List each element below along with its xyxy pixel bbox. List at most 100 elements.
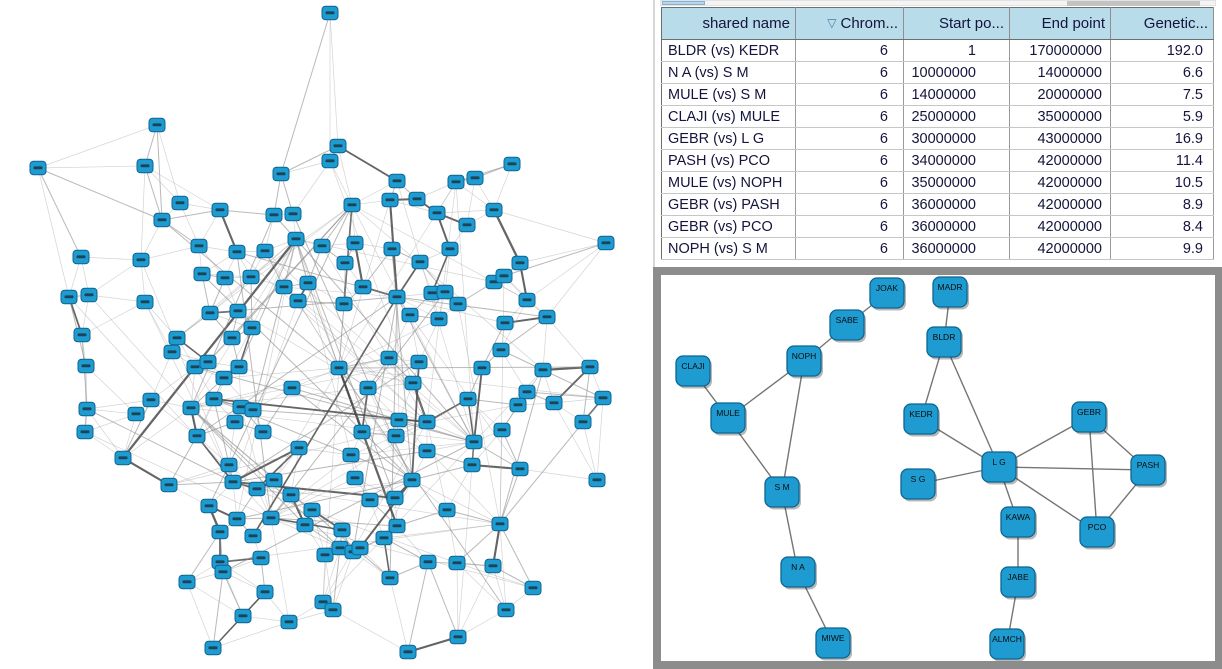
graph-node[interactable] bbox=[254, 424, 272, 440]
graph-edge[interactable] bbox=[88, 294, 192, 409]
graph-edge[interactable] bbox=[186, 581, 214, 649]
graph-node[interactable] bbox=[182, 400, 200, 416]
graph-edge[interactable] bbox=[411, 479, 501, 525]
graph-node[interactable] bbox=[524, 580, 542, 596]
graph-node[interactable] bbox=[346, 235, 364, 251]
graph-edge[interactable] bbox=[582, 421, 598, 481]
graph-node[interactable] bbox=[493, 422, 511, 438]
graph-node[interactable] bbox=[418, 414, 436, 430]
graph-node[interactable] bbox=[386, 490, 404, 506]
graph-node[interactable] bbox=[518, 292, 536, 308]
graph-edge[interactable] bbox=[122, 413, 137, 459]
table-cell[interactable]: 36000000 bbox=[903, 193, 1010, 216]
table-cell[interactable]: 36000000 bbox=[903, 215, 1010, 238]
graph-node[interactable] bbox=[242, 269, 260, 285]
detail-node-s-m[interactable]: S M bbox=[764, 476, 801, 510]
graph-edge[interactable] bbox=[492, 209, 522, 264]
graph-edge[interactable] bbox=[546, 242, 607, 318]
graph-edge[interactable] bbox=[295, 238, 352, 456]
graph-edge[interactable] bbox=[37, 165, 146, 169]
graph-edge[interactable] bbox=[457, 441, 475, 638]
table-cell[interactable]: 34000000 bbox=[903, 149, 1010, 172]
graph-node[interactable] bbox=[190, 238, 208, 254]
main-network-panel[interactable] bbox=[0, 0, 655, 669]
graph-edge[interactable] bbox=[156, 124, 163, 221]
graph-edge[interactable] bbox=[222, 441, 475, 573]
table-cell[interactable]: 170000000 bbox=[1009, 39, 1111, 62]
table-cell[interactable]: 6 bbox=[795, 105, 904, 128]
graph-node[interactable] bbox=[214, 564, 232, 580]
graph-node[interactable] bbox=[283, 380, 301, 396]
graph-edge[interactable] bbox=[144, 301, 234, 483]
graph-node[interactable] bbox=[436, 284, 454, 300]
graph-edge[interactable] bbox=[140, 245, 200, 261]
graph-node[interactable] bbox=[73, 327, 91, 343]
graph-edge[interactable] bbox=[391, 248, 413, 481]
table-row[interactable]: MULE (vs) NOPH 6 35000000 42000000 10.5 bbox=[661, 171, 1214, 194]
table-cell[interactable]: GEBR (vs) L G bbox=[661, 127, 796, 150]
detail-node-pash[interactable]: PASH bbox=[1130, 454, 1167, 488]
table-cell[interactable]: 35000000 bbox=[903, 171, 1010, 194]
graph-edge[interactable] bbox=[250, 276, 253, 329]
graph-node[interactable] bbox=[353, 424, 371, 440]
graph-node[interactable] bbox=[248, 481, 266, 497]
graph-node[interactable] bbox=[381, 192, 399, 208]
detail-network-view[interactable]: JOAK SABE NOPH CLAJI MULE S M N A MIWE MADR BLDR K… bbox=[661, 275, 1215, 661]
graph-edge[interactable] bbox=[338, 367, 604, 399]
detail-node-s-g[interactable]: S G bbox=[900, 468, 937, 502]
graph-edge[interactable] bbox=[37, 167, 82, 258]
graph-node[interactable] bbox=[329, 138, 347, 154]
graph-node[interactable] bbox=[335, 296, 353, 312]
graph-edge[interactable] bbox=[176, 238, 297, 339]
graph-edge[interactable] bbox=[338, 318, 440, 369]
graph-node[interactable] bbox=[518, 384, 536, 400]
graph-node[interactable] bbox=[388, 289, 406, 305]
graph-edge[interactable] bbox=[322, 367, 340, 603]
table-cell[interactable]: 20000000 bbox=[1009, 83, 1111, 106]
graph-node[interactable] bbox=[204, 640, 222, 656]
graph-node[interactable] bbox=[78, 401, 96, 417]
graph-edge[interactable] bbox=[338, 367, 414, 384]
graph-edge[interactable] bbox=[84, 431, 272, 519]
graph-node[interactable] bbox=[380, 350, 398, 366]
graph-node[interactable] bbox=[447, 174, 465, 190]
table-cell[interactable]: 25000000 bbox=[903, 105, 1010, 128]
graph-edge[interactable] bbox=[291, 387, 413, 481]
graph-node[interactable] bbox=[114, 450, 132, 466]
graph-edge[interactable] bbox=[519, 242, 607, 264]
graph-node[interactable] bbox=[142, 392, 160, 408]
graph-node[interactable] bbox=[342, 447, 360, 463]
graph-edge[interactable] bbox=[222, 571, 244, 617]
graph-node[interactable] bbox=[495, 268, 513, 284]
detail-node-miwe[interactable]: MIWE bbox=[815, 627, 852, 661]
graph-node[interactable] bbox=[441, 241, 459, 257]
graph-edge[interactable] bbox=[519, 468, 598, 481]
graph-edge[interactable] bbox=[383, 523, 501, 539]
graph-node[interactable] bbox=[458, 217, 476, 233]
graph-node[interactable] bbox=[324, 602, 342, 618]
graph-edge[interactable] bbox=[457, 303, 501, 525]
detail-node-almch[interactable]: ALMCH bbox=[989, 628, 1026, 661]
table-cell[interactable]: GEBR (vs) PCO bbox=[661, 215, 796, 238]
graph-edge[interactable] bbox=[283, 286, 475, 443]
graph-edge[interactable] bbox=[332, 609, 409, 653]
table-cell[interactable]: GEBR (vs) PASH bbox=[661, 193, 796, 216]
graph-node[interactable] bbox=[465, 434, 483, 450]
graph-node[interactable] bbox=[252, 550, 270, 566]
table-cell[interactable]: 14000000 bbox=[903, 83, 1010, 106]
graph-edge[interactable] bbox=[338, 366, 591, 369]
table-row[interactable]: BLDR (vs) KEDR 6 1 170000000 192.0 bbox=[661, 39, 1214, 62]
graph-node[interactable] bbox=[289, 293, 307, 309]
graph-edge[interactable] bbox=[781, 360, 805, 493]
graph-node[interactable] bbox=[399, 644, 417, 660]
graph-node[interactable] bbox=[545, 395, 563, 411]
table-cell[interactable]: 6 bbox=[795, 127, 904, 150]
graph-node[interactable] bbox=[588, 472, 606, 488]
graph-edge[interactable] bbox=[270, 517, 290, 623]
graph-edge[interactable] bbox=[84, 365, 87, 433]
graph-edge[interactable] bbox=[150, 351, 173, 401]
table-cell[interactable]: 16.9 bbox=[1110, 127, 1214, 150]
graph-node[interactable] bbox=[262, 510, 280, 526]
table-cell[interactable]: MULE (vs) NOPH bbox=[661, 171, 796, 194]
graph-node[interactable] bbox=[244, 402, 262, 418]
